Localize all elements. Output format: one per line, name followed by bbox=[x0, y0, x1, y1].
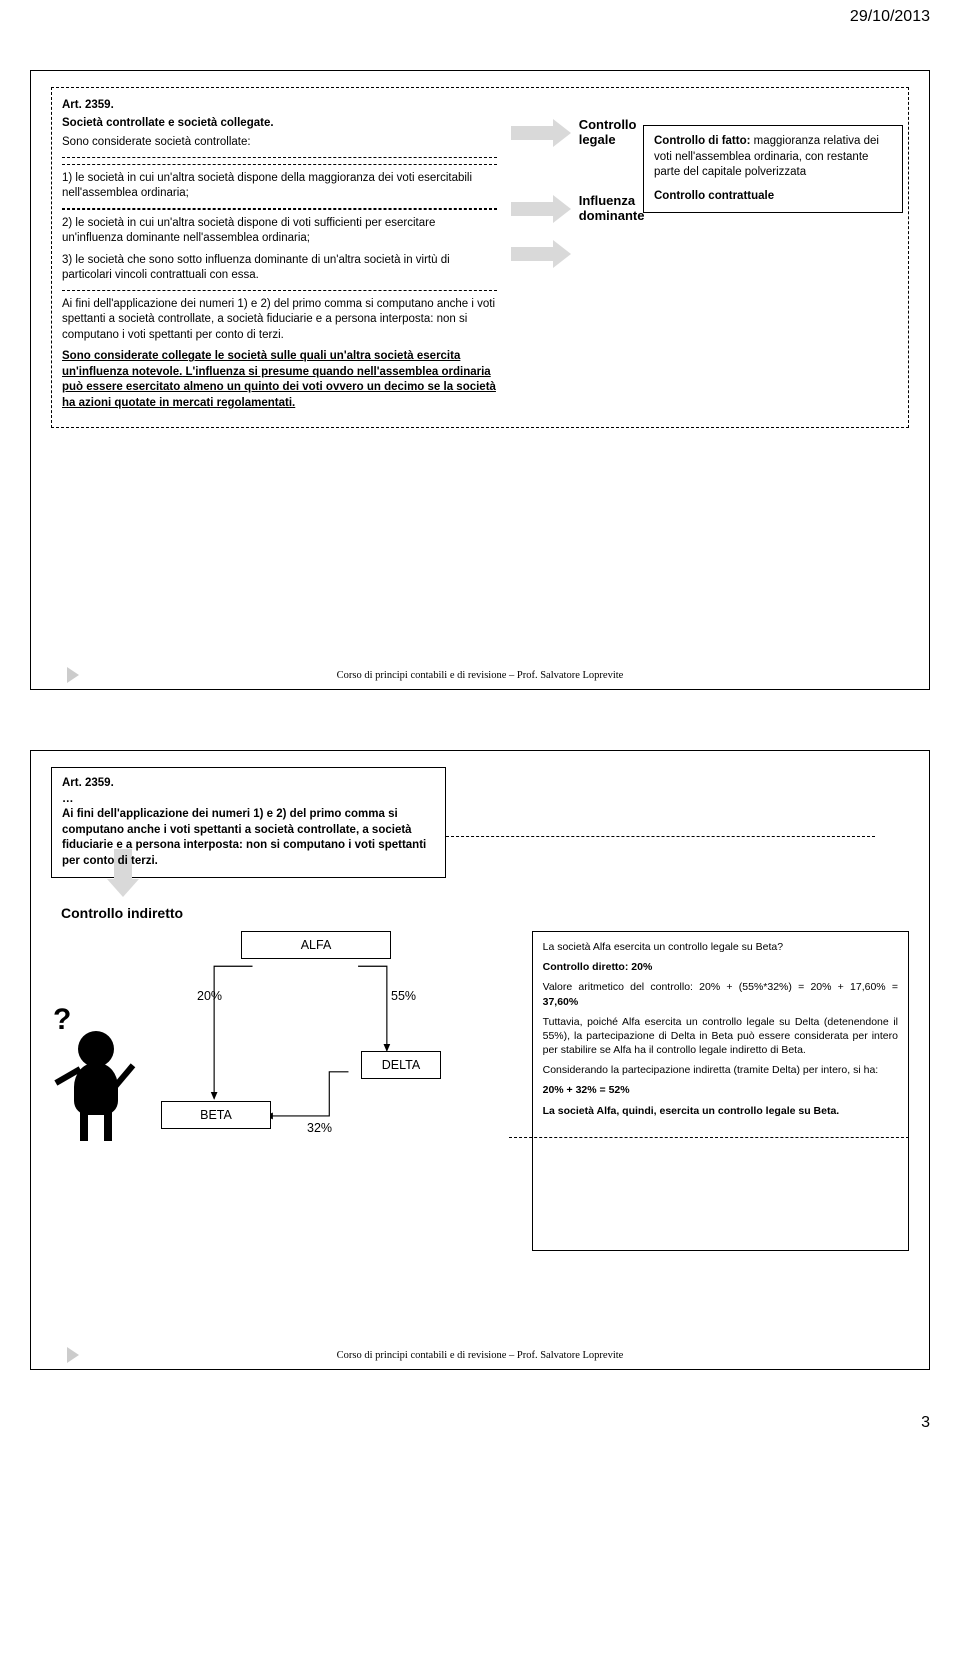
slide-footer: Corso di principi contabili e di revisio… bbox=[31, 670, 929, 681]
pct-55: 55% bbox=[391, 989, 416, 1003]
article-text-col: Art. 2359. Società controllate e società… bbox=[62, 98, 497, 417]
art-number-2: Art. 2359. bbox=[62, 776, 435, 792]
dashed-trail-1 bbox=[446, 836, 875, 837]
slide-1: Art. 2359. Società controllate e società… bbox=[30, 70, 930, 690]
slide-2: Art. 2359. … Ai fini dell'applicazione d… bbox=[30, 750, 930, 1370]
pct-32: 32% bbox=[307, 1121, 332, 1135]
dots: … bbox=[62, 792, 435, 808]
page-date: 29/10/2013 bbox=[850, 8, 930, 26]
arrow-contrattuale bbox=[511, 240, 571, 268]
label-controllo-legale: Controllolegale bbox=[579, 118, 637, 148]
art-number: Art. 2359. bbox=[62, 98, 497, 114]
expl-q: La società Alfa esercita un controllo le… bbox=[543, 940, 898, 954]
clause-1: 1) le società in cui un'altra società di… bbox=[62, 172, 472, 200]
clause-1-box: 1) le società in cui un'altra società di… bbox=[62, 164, 497, 209]
page-number: 3 bbox=[921, 1414, 930, 1432]
arrow-influenza bbox=[511, 195, 571, 223]
art-subtitle: Società controllate e società collegate. bbox=[62, 116, 497, 132]
clause-4: Ai fini dell'applicazione dei numeri 1) … bbox=[62, 297, 497, 344]
arrow-down bbox=[107, 849, 909, 897]
clause-5: Sono considerate collegate le società su… bbox=[62, 349, 497, 411]
expl-p4: 20% + 32% = 52% bbox=[543, 1084, 630, 1096]
node-delta: DELTA bbox=[361, 1051, 441, 1079]
fact-control-head: Controllo di fatto: bbox=[654, 135, 750, 147]
node-beta: BETA bbox=[161, 1101, 271, 1129]
clause-2: 2) le società in cui un'altra società di… bbox=[62, 216, 497, 247]
dashed-trail-2 bbox=[509, 1137, 909, 1138]
explanation-box: La società Alfa esercita un controllo le… bbox=[532, 931, 909, 1251]
expl-h1: Controllo diretto: 20% bbox=[543, 961, 653, 973]
thinking-person-icon: ? bbox=[51, 1031, 141, 1161]
expl-p2: Tuttavia, poiché Alfa esercita un contro… bbox=[543, 1015, 898, 1058]
clause-3: 3) le società che sono sotto influenza d… bbox=[62, 253, 497, 284]
fact-control-box: Controllo di fatto: maggioranza relativa… bbox=[643, 125, 903, 213]
flowchart: ? ALFA BETA DELTA 20% 55% 32% bbox=[51, 931, 512, 1251]
dashed-container: Art. 2359. Società controllate e società… bbox=[51, 87, 909, 428]
node-alfa: ALFA bbox=[241, 931, 391, 959]
expl-p5: La società Alfa, quindi, esercita un con… bbox=[543, 1105, 840, 1117]
diagram-col: Controllolegale Influenzadominante C bbox=[511, 98, 898, 278]
contract-control: Controllo contrattuale bbox=[654, 190, 774, 202]
expl-p1b: 37,60% bbox=[543, 996, 579, 1008]
expl-p3: Considerando la partecipazione indiretta… bbox=[543, 1063, 898, 1077]
flow-title: Controllo indiretto bbox=[61, 905, 909, 921]
intro-line: Sono considerate società controllate: bbox=[62, 135, 497, 151]
slide-footer-2: Corso di principi contabili e di revisio… bbox=[31, 1350, 929, 1361]
arrow-controllo-legale bbox=[511, 119, 571, 147]
pct-20: 20% bbox=[197, 989, 222, 1003]
expl-p1: Valore aritmetico del controllo: 20% + (… bbox=[543, 981, 898, 993]
label-influenza-dominante: Influenzadominante bbox=[579, 194, 645, 224]
